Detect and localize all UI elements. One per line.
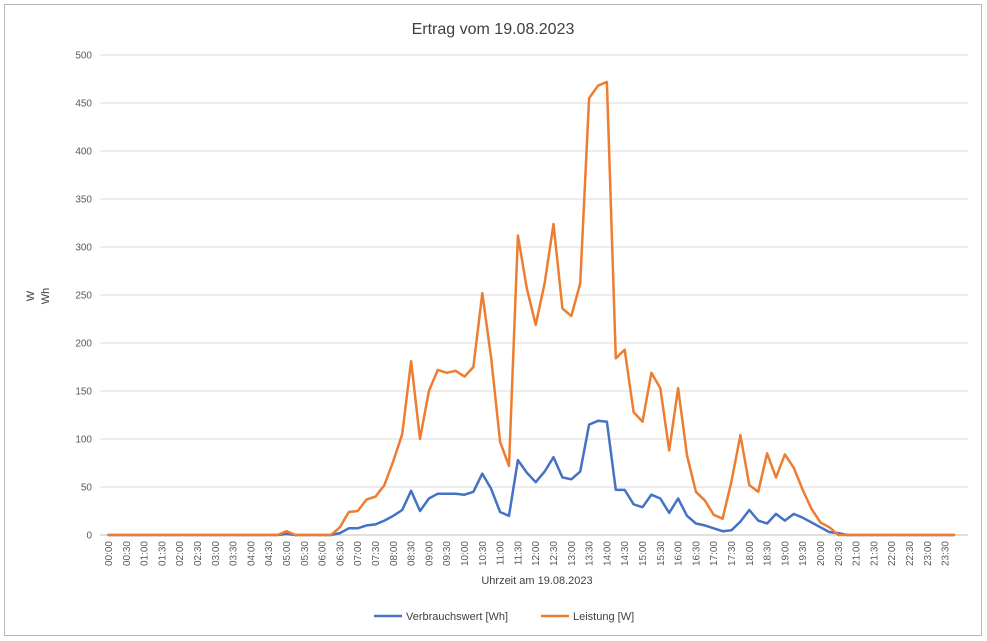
chart-frame — [4, 4, 982, 636]
x-tick-label: 12:30 — [549, 541, 560, 566]
x-tick-label: 03:30 — [229, 541, 240, 566]
x-tick-label: 13:30 — [585, 541, 596, 566]
y-tick-label: 0 — [86, 531, 92, 542]
x-tick-label: 02:30 — [193, 541, 204, 566]
y-axis-label-w: W — [25, 290, 37, 301]
x-tick-label: 12:00 — [531, 541, 542, 566]
x-tick-label: 01:00 — [140, 541, 151, 566]
x-tick-label: 13:00 — [567, 541, 578, 566]
x-tick-label: 04:00 — [246, 541, 257, 566]
x-tick-label: 02:00 — [175, 541, 186, 566]
y-tick-label: 250 — [75, 291, 92, 302]
x-tick-label: 15:30 — [656, 541, 667, 566]
y-tick-label: 400 — [75, 147, 92, 158]
x-tick-label: 08:00 — [389, 541, 400, 566]
legend-label-verbrauchswert: Verbrauchswert [Wh] — [406, 611, 508, 623]
x-tick-label: 17:30 — [727, 541, 738, 566]
x-tick-label: 06:00 — [318, 541, 329, 566]
y-tick-label: 350 — [75, 195, 92, 206]
x-tick-label: 01:30 — [157, 541, 168, 566]
y-tick-label: 450 — [75, 99, 92, 110]
x-tick-label: 15:00 — [638, 541, 649, 566]
x-tick-label: 20:00 — [816, 541, 827, 566]
x-tick-label: 22:30 — [905, 541, 916, 566]
x-tick-label: 19:00 — [780, 541, 791, 566]
y-tick-label: 50 — [81, 483, 93, 494]
y-tick-label: 200 — [75, 339, 92, 350]
x-tick-label: 17:00 — [709, 541, 720, 566]
x-tick-label: 16:00 — [674, 541, 685, 566]
x-tick-label: 22:00 — [887, 541, 898, 566]
chart-title: Ertrag vom 19.08.2023 — [412, 21, 575, 38]
x-tick-label: 18:00 — [745, 541, 756, 566]
x-tick-label: 11:00 — [496, 541, 507, 566]
x-tick-label: 21:30 — [869, 541, 880, 566]
series-lines — [107, 80, 956, 537]
legend-label-leistung: Leistung [W] — [573, 611, 634, 623]
y-tick-label: 500 — [75, 51, 92, 62]
x-tick-label: 10:30 — [478, 541, 489, 566]
series-line-leistung — [107, 80, 956, 537]
x-tick-label: 05:30 — [300, 541, 311, 566]
x-tick-label: 04:30 — [264, 541, 275, 566]
x-axis-ticks: 00:00 00:30 01:00 01:30 02:00 02:30 03:00 03:30… — [104, 541, 952, 566]
x-tick-label: 09:00 — [424, 541, 435, 566]
legend: Verbrauchswert [Wh] Leistung [W] — [374, 611, 634, 623]
y-tick-label: 100 — [75, 435, 92, 446]
x-tick-label: 07:00 — [353, 541, 364, 566]
x-tick-label: 08:30 — [407, 541, 418, 566]
x-tick-label: 00:00 — [104, 541, 115, 566]
x-tick-label: 19:30 — [798, 541, 809, 566]
x-tick-label: 10:00 — [460, 541, 471, 566]
x-tick-label: 09:30 — [442, 541, 453, 566]
x-tick-label: 23:00 — [923, 541, 934, 566]
y-axis-label-wh: Wh — [40, 288, 52, 305]
x-tick-label: 14:30 — [620, 541, 631, 566]
series-line-verbrauchswert — [107, 419, 956, 537]
x-tick-label: 21:00 — [852, 541, 863, 566]
x-tick-label: 18:30 — [763, 541, 774, 566]
y-axis-ticks: 0 50 100 150 200 250 300 350 400 450 500 — [75, 51, 92, 542]
x-tick-label: 23:30 — [941, 541, 952, 566]
x-tick-label: 16:30 — [691, 541, 702, 566]
y-tick-label: 150 — [75, 387, 92, 398]
x-tick-label: 20:30 — [834, 541, 845, 566]
x-tick-label: 05:00 — [282, 541, 293, 566]
y-tick-label: 300 — [75, 243, 92, 254]
x-tick-label: 00:30 — [122, 541, 133, 566]
x-tick-label: 11:30 — [513, 541, 524, 566]
gridlines — [100, 54, 968, 536]
x-tick-label: 07:30 — [371, 541, 382, 566]
x-axis-label: Uhrzeit am 19.08.2023 — [481, 575, 592, 587]
x-tick-label: 06:30 — [335, 541, 346, 566]
x-tick-label: 03:00 — [211, 541, 222, 566]
x-tick-label: 14:00 — [602, 541, 613, 566]
